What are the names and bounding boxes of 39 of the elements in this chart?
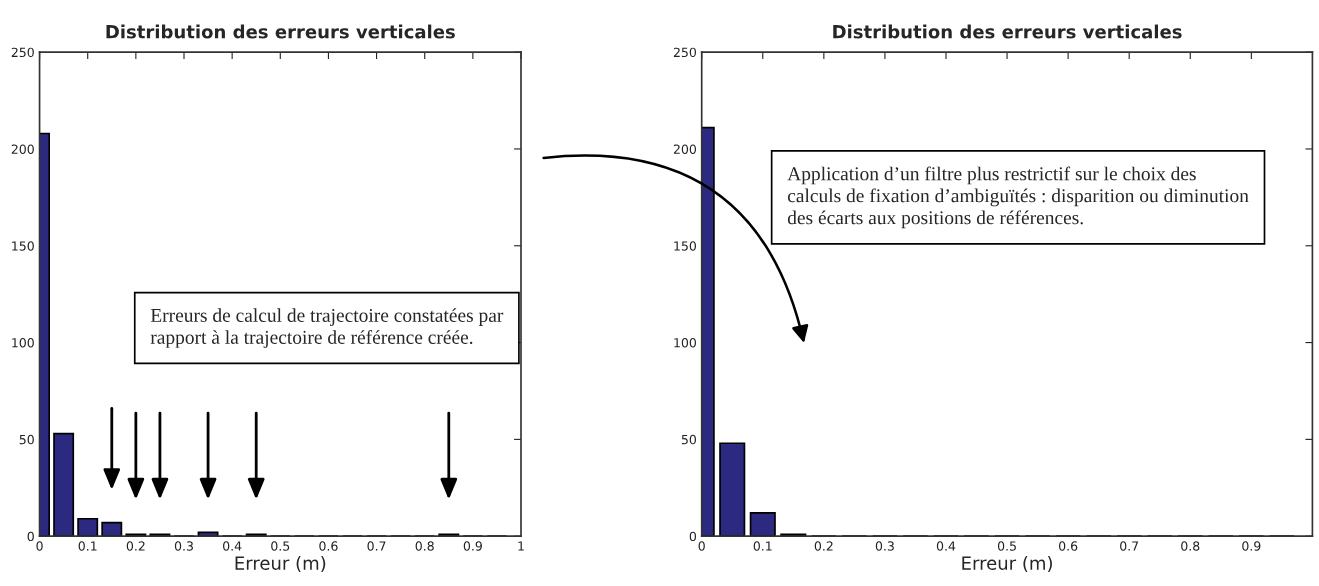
y-tick-label: 150 (12, 241, 34, 251)
x-tick-label: 0.5 (997, 541, 1016, 551)
x-tick-label: 0.4 (936, 541, 956, 551)
x-tick-label: 0.9 (463, 541, 482, 551)
y-tick-label: 250 (11, 47, 34, 58)
x-tick-label: 0.7 (367, 541, 386, 551)
y-tick-label: 200 (673, 144, 697, 154)
y-tick-label: 50 (681, 434, 697, 445)
chart-title: Distribution des erreurs verticales (106, 24, 455, 39)
x-tick-label: 0.4 (223, 541, 242, 551)
x-tick-label: 0.1 (753, 541, 772, 551)
x-tick-label: 0.3 (875, 541, 894, 551)
y-tick-label: 200 (11, 144, 34, 154)
x-tick-label: 0.8 (415, 541, 434, 551)
y-tick-label: 150 (674, 241, 697, 251)
y-tick-label: 0 (27, 531, 34, 542)
x-tick-label: 0.1 (78, 541, 97, 551)
chart-title: Distribution des erreurs verticales (833, 24, 1182, 39)
x-tick-label: 0.3 (174, 541, 193, 551)
x-tick-label: 0.8 (1181, 541, 1200, 551)
y-tick-label: 100 (12, 338, 34, 348)
x-tick-label: 0.2 (126, 541, 145, 551)
annotation: Application d’un filtre plus restrictif sur le choix des calculs de fixation d’ambiguïtés : disparition ou diminution des écarts aux positions de références. (787, 166, 1249, 229)
x-tick-label: 0 (698, 541, 705, 551)
x-tick-label: 0.6 (319, 541, 338, 551)
x-tick-label: 0.6 (1059, 541, 1078, 551)
x-axis-title: Erreur (m) (235, 555, 326, 573)
y-tick-label: 100 (674, 338, 697, 348)
annotation: Erreurs de calcul de trajectoire constatées par rapport à la trajectoire de référence créée. (150, 308, 504, 348)
x-tick-label: 0.2 (814, 541, 833, 551)
x-tick-label: 0.7 (1120, 541, 1139, 551)
y-tick-label: 250 (673, 47, 697, 58)
x-tick-label: 0.5 (271, 541, 290, 551)
x-tick-label: 0.9 (1242, 541, 1261, 551)
x-axis-title: Erreur (m) (962, 555, 1052, 573)
x-tick-label: 0 (36, 541, 43, 551)
x-tick-label: 1 (518, 541, 524, 551)
y-tick-label: 50 (19, 434, 34, 445)
y-tick-label: 0 (689, 531, 697, 542)
